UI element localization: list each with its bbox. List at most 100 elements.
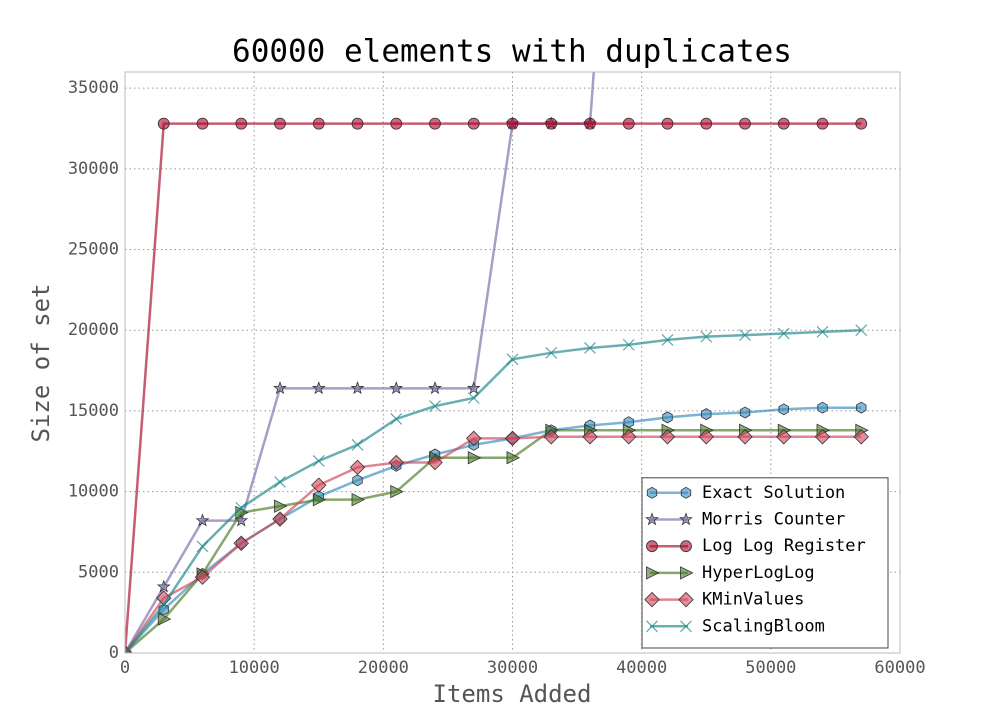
marker xyxy=(545,117,558,130)
y-axis-label: Size of set xyxy=(27,284,55,443)
x-tick-label: 0 xyxy=(120,658,130,678)
marker xyxy=(680,566,694,580)
x-tick-label: 40000 xyxy=(616,658,667,678)
marker xyxy=(504,430,521,447)
legend-entry: ScalingBloom xyxy=(646,616,825,636)
legend-entry: KMinValues xyxy=(644,590,804,610)
marker xyxy=(466,430,482,447)
x-tick-label: 50000 xyxy=(745,658,796,678)
marker xyxy=(700,330,713,343)
marker xyxy=(273,381,287,395)
marker xyxy=(157,117,170,130)
marker xyxy=(352,474,363,487)
marker xyxy=(157,598,170,611)
marker xyxy=(157,612,172,626)
marker xyxy=(853,429,869,445)
legend-label: HyperLogLog xyxy=(702,563,815,583)
marker xyxy=(312,492,327,507)
marker xyxy=(427,454,443,471)
marker xyxy=(855,117,868,130)
marker xyxy=(816,117,829,130)
marker xyxy=(739,329,751,341)
x-tick-label: 10000 xyxy=(229,658,280,678)
legend-entry: Morris Counter xyxy=(645,510,845,530)
marker xyxy=(194,569,211,585)
marker xyxy=(816,325,829,338)
series-line xyxy=(125,429,862,653)
y-tick-label: 10000 xyxy=(68,482,119,502)
marker xyxy=(545,346,558,359)
marker xyxy=(817,401,828,414)
marker xyxy=(680,486,692,499)
x-tick-label: 20000 xyxy=(358,658,409,678)
marker xyxy=(646,486,658,499)
marker xyxy=(195,513,210,527)
marker xyxy=(467,392,480,404)
marker xyxy=(428,381,442,395)
marker xyxy=(312,455,325,467)
marker xyxy=(659,429,676,445)
marker xyxy=(274,117,286,130)
marker xyxy=(646,620,658,633)
y-tick-label: 35000 xyxy=(68,78,119,98)
marker xyxy=(311,381,326,395)
marker xyxy=(737,429,753,445)
marker xyxy=(776,429,792,445)
marker xyxy=(698,429,714,445)
marker xyxy=(622,338,635,351)
plot-frame xyxy=(124,71,901,654)
legend-label: Exact Solution xyxy=(702,483,845,503)
legend: Exact Solution Morris Counter Log Log Regi… xyxy=(641,477,889,649)
marker xyxy=(312,117,325,130)
marker xyxy=(739,406,751,419)
series-line xyxy=(125,122,862,653)
marker xyxy=(680,620,692,633)
marker xyxy=(646,566,660,580)
marker xyxy=(777,327,790,340)
marker xyxy=(390,413,403,425)
x-axis-label: Items Added xyxy=(433,680,592,708)
legend-box xyxy=(641,477,889,649)
marker xyxy=(350,381,365,395)
marker xyxy=(644,591,660,608)
marker xyxy=(679,512,693,526)
series-line xyxy=(125,72,596,653)
chart-title: 60000 elements with duplicates xyxy=(232,34,792,70)
marker xyxy=(622,117,635,130)
marker xyxy=(466,381,481,395)
y-tick-label: 30000 xyxy=(68,159,119,179)
marker xyxy=(351,438,364,451)
marker xyxy=(349,459,366,476)
marker xyxy=(777,117,790,130)
marker xyxy=(196,117,209,130)
x-tick-label: 30000 xyxy=(487,658,538,678)
y-tick-label: 25000 xyxy=(68,240,119,260)
marker xyxy=(506,117,519,130)
marker xyxy=(661,117,674,130)
marker xyxy=(467,117,480,130)
legend-entry: Log Log Register xyxy=(646,536,866,556)
marker xyxy=(543,429,559,445)
legend-entry: HyperLogLog xyxy=(646,563,815,583)
x-tick-label: 60000 xyxy=(874,658,925,678)
marker xyxy=(856,401,867,414)
y-tick-label: 15000 xyxy=(68,401,119,421)
marker xyxy=(274,476,286,488)
y-tick-label: 20000 xyxy=(68,320,119,340)
marker xyxy=(701,408,712,421)
marker xyxy=(351,492,365,507)
marker xyxy=(506,451,520,465)
marker xyxy=(311,477,327,493)
legend-label: Morris Counter xyxy=(702,510,845,530)
marker xyxy=(125,647,131,653)
marker xyxy=(584,117,596,130)
marker xyxy=(645,512,659,526)
marker xyxy=(388,454,404,471)
marker xyxy=(467,451,482,465)
marker xyxy=(506,353,519,366)
marker xyxy=(814,429,831,445)
marker xyxy=(662,411,673,424)
marker xyxy=(156,579,171,593)
legend-label: ScalingBloom xyxy=(702,616,825,636)
marker xyxy=(646,540,658,553)
